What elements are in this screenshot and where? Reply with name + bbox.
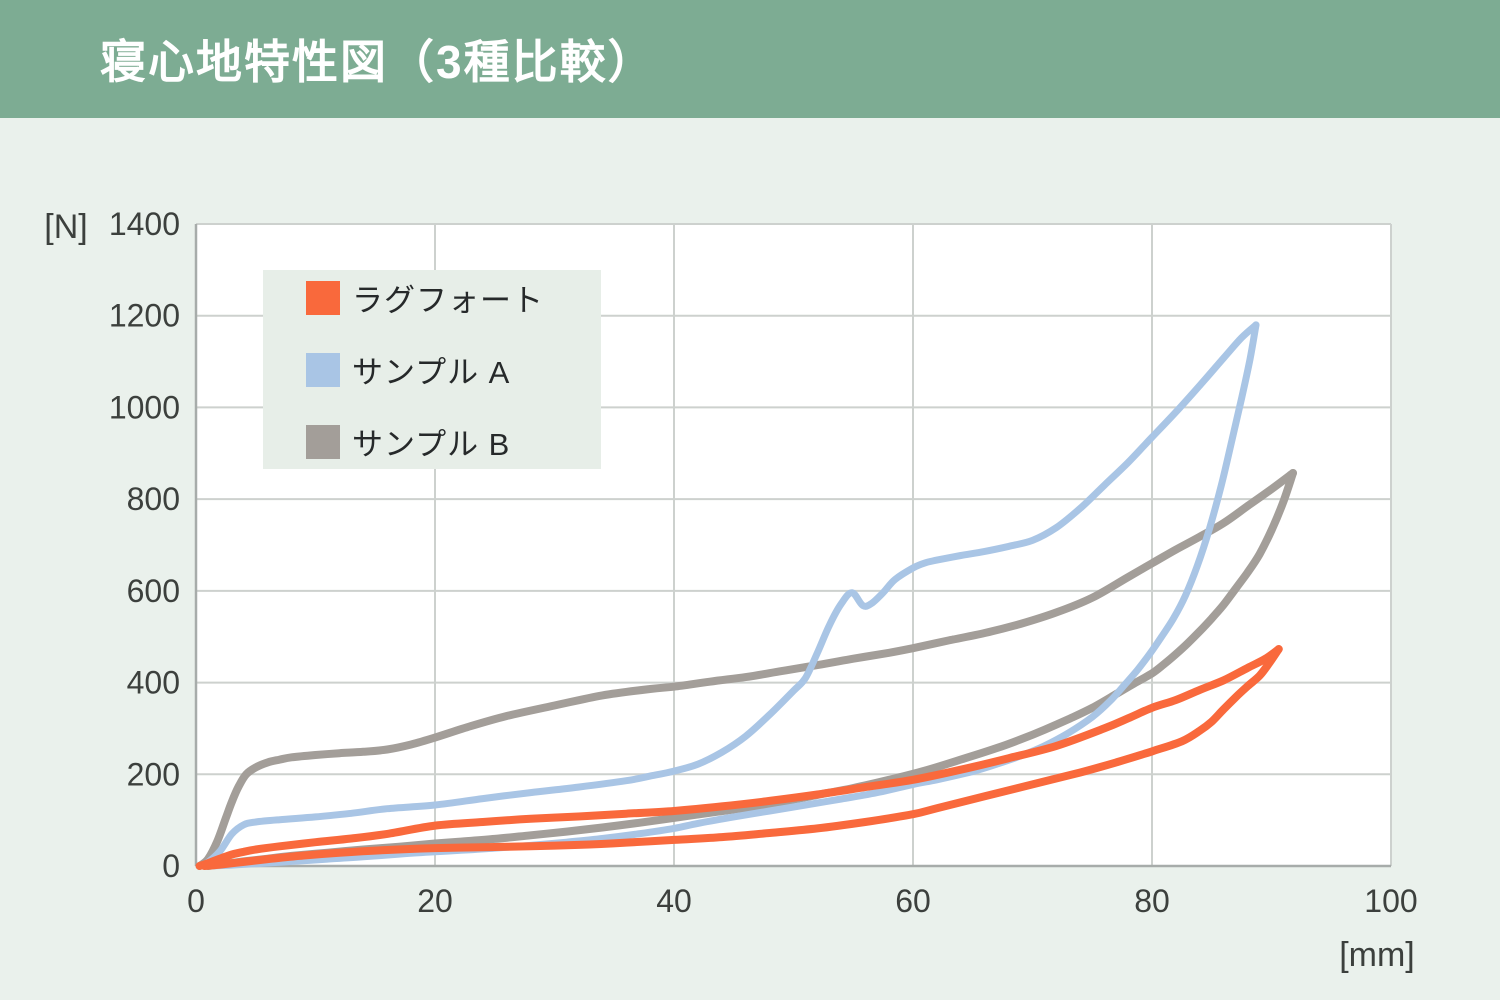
legend-swatch-orange (306, 280, 340, 315)
chart-legend: ラグフォート サンプル A サンプル B (263, 270, 601, 469)
x-axis-unit-label: [mm] (1339, 936, 1415, 974)
y-axis-unit-label: [N] (44, 208, 88, 246)
series-0-loading-curve (195, 645, 1283, 870)
legend-item-sample-b: サンプル B (306, 419, 601, 464)
legend-label: サンプル A (352, 355, 511, 390)
legend-item-sample-a: サンプル A (306, 347, 601, 392)
series-0-unloading-curve (200, 645, 1283, 870)
x-tick-label: 80 (1134, 883, 1170, 919)
legend-swatch-blue (306, 352, 340, 387)
y-tick-label: 1200 (109, 298, 180, 334)
y-tick-label: 0 (162, 848, 180, 884)
y-tick-label: 600 (127, 573, 180, 609)
x-tick-label: 20 (417, 883, 453, 919)
series-2-loading-curve (195, 469, 1297, 870)
x-tick-label: 100 (1364, 883, 1417, 919)
x-tick-label: 60 (895, 883, 931, 919)
legend-swatch-gray (306, 424, 340, 459)
y-tick-label: 1000 (109, 389, 180, 425)
y-tick-label: 400 (127, 665, 180, 701)
y-tick-label: 800 (127, 481, 180, 517)
x-tick-label: 40 (656, 883, 692, 919)
legend-label: ラグフォート (352, 283, 544, 318)
title-bar: 寝心地特性図（3種比較） (0, 0, 1500, 118)
series-1-loading-curve (197, 321, 1260, 870)
y-tick-label: 200 (127, 756, 180, 792)
page-title: 寝心地特性図（3種比較） (100, 36, 656, 88)
legend-item-ragufort: ラグフォート (306, 275, 601, 320)
y-tick-label: 1400 (109, 206, 180, 242)
legend-label: サンプル B (352, 427, 511, 462)
x-tick-label: 0 (187, 883, 205, 919)
